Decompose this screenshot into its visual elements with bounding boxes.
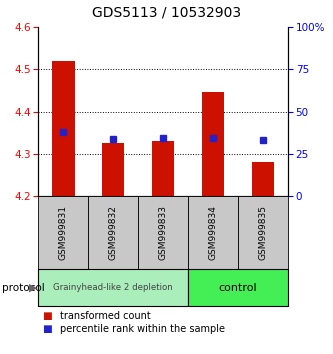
Bar [52, 61, 75, 196]
Text: transformed count: transformed count [60, 311, 151, 321]
Text: protocol: protocol [2, 282, 44, 293]
Text: control: control [219, 282, 257, 293]
Bar [102, 143, 125, 196]
Text: Grainyhead-like 2 depletion: Grainyhead-like 2 depletion [53, 283, 173, 292]
Text: percentile rank within the sample: percentile rank within the sample [60, 324, 225, 333]
Text: ■: ■ [42, 324, 51, 333]
Text: GSM999833: GSM999833 [159, 205, 168, 260]
Text: GSM999835: GSM999835 [258, 205, 268, 260]
Text: GSM999834: GSM999834 [208, 205, 218, 260]
Text: ■: ■ [42, 311, 51, 321]
Bar [252, 162, 274, 196]
Bar [152, 141, 174, 196]
Text: GDS5113 / 10532903: GDS5113 / 10532903 [92, 5, 241, 19]
Text: GSM999831: GSM999831 [59, 205, 68, 260]
Bar [202, 92, 224, 196]
Text: GSM999832: GSM999832 [109, 205, 118, 260]
Text: ▶: ▶ [29, 282, 38, 293]
